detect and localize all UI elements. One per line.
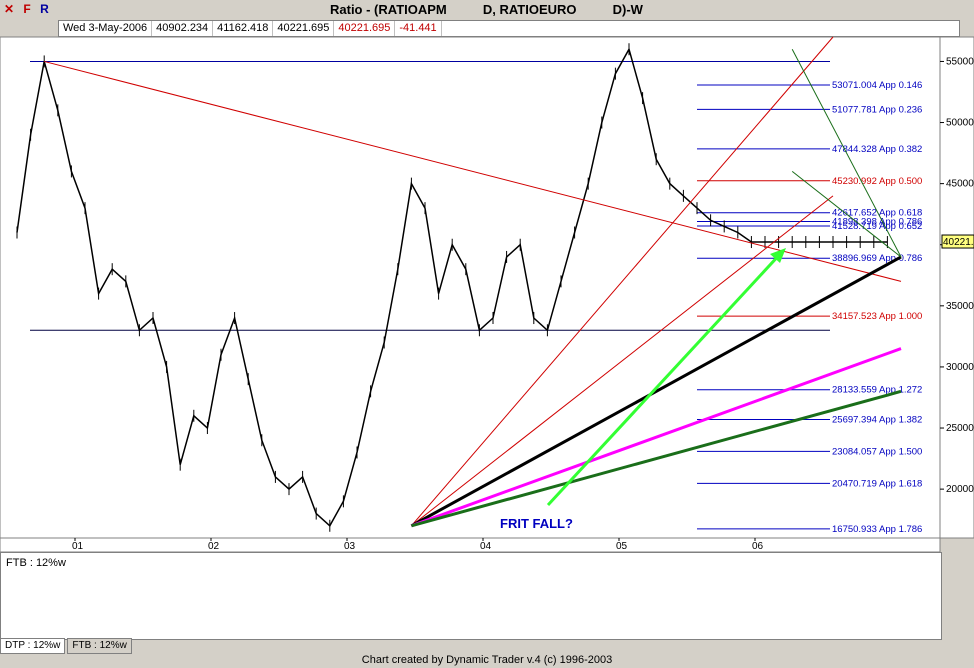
fib-level-label: 41528.719 App 0.652 [832,221,922,232]
fib-level-label: 42617.652 App 0.618 [832,208,922,219]
trend-line [44,60,902,282]
annotation-arrowhead [770,248,786,263]
info-close: 40221.695 [334,21,396,36]
trend-line [410,255,902,528]
y-axis-panel [939,36,974,539]
trend-line [411,389,902,528]
fib-level-label: 28133.559 App 1.272 [832,385,922,396]
tab-dtp[interactable]: DTP : 12%w [0,638,66,654]
footer-credit: Chart created by Dynamic Trader v.4 (c) … [361,654,613,666]
window-title: Ratio - (RATIOAPM D, RATIOEURO D)-W [330,2,643,17]
fib-level-label: 51077.781 App 0.236 [832,104,922,115]
indicator-panel [0,552,942,640]
y-tick-label: 25000. [946,423,974,434]
fib-level-label: 34157.523 App 1.000 [832,311,922,322]
y-tick-label: 55000. [946,56,974,67]
fib-level-label: 16750.933 App 1.786 [832,524,922,535]
y-tick-label: 45000. [946,179,974,190]
close-icon[interactable]: ✕ [4,2,15,16]
r-icon[interactable]: R [40,2,49,16]
y-tick-label: 50000. [946,118,974,129]
fib-level-label: 23084.057 App 1.500 [832,446,922,457]
x-tick-label: 02 [208,541,220,552]
x-tick-label: 04 [480,541,492,552]
trend-line [411,195,834,527]
info-low: 40221.695 [273,21,335,36]
title-bar: ✕ F R Ratio - (RATIOAPM D, RATIOEURO D)-… [0,0,974,20]
trend-line [411,36,834,527]
x-tick-label: 05 [616,541,628,552]
info-change: -41.441 [395,21,442,36]
fib-level-label: 45230.992 App 0.500 [832,176,922,187]
tab-ftb[interactable]: FTB : 12%w [67,638,132,654]
indicator-label: FTB : 12%w [6,557,66,569]
y-tick-label: 35000. [946,301,974,312]
info-date: Wed 3-May-2006 [59,21,153,36]
y-tick-label: 30000. [946,362,974,373]
x-tick-label: 03 [344,541,356,552]
fib-level-label: 38896.969 App 0.786 [832,253,922,264]
x-axis-panel [0,537,941,553]
info-open: 40902.234 [152,21,214,36]
x-tick-label: 01 [72,541,84,552]
last-price-label: 40221.6 [943,237,974,248]
fib-level-label: 53071.004 App 0.146 [832,80,922,91]
x-tick-label: 06 [752,541,764,552]
fib-level-label: 25697.394 App 1.382 [832,415,922,426]
annotation-arrow [546,250,784,507]
trend-line [791,171,902,258]
title-icons: ✕ F R [4,2,55,16]
trend-line [791,48,902,258]
info-high: 41162.418 [213,21,274,36]
fib-level-label: 47844.328 App 0.382 [832,144,922,155]
y-tick-label: 20000. [946,484,974,495]
last-price-box [941,234,974,249]
trend-line [410,347,902,528]
f-icon[interactable]: F [23,2,31,16]
fib-level-label: 41898.398 App 0.786 [832,217,922,228]
fib-level-label: 20470.719 App 1.618 [832,478,922,489]
indicator-tabs: DTP : 12%w FTB : 12%w [0,638,134,654]
annotation-text: FRIT FALL? [500,516,573,531]
